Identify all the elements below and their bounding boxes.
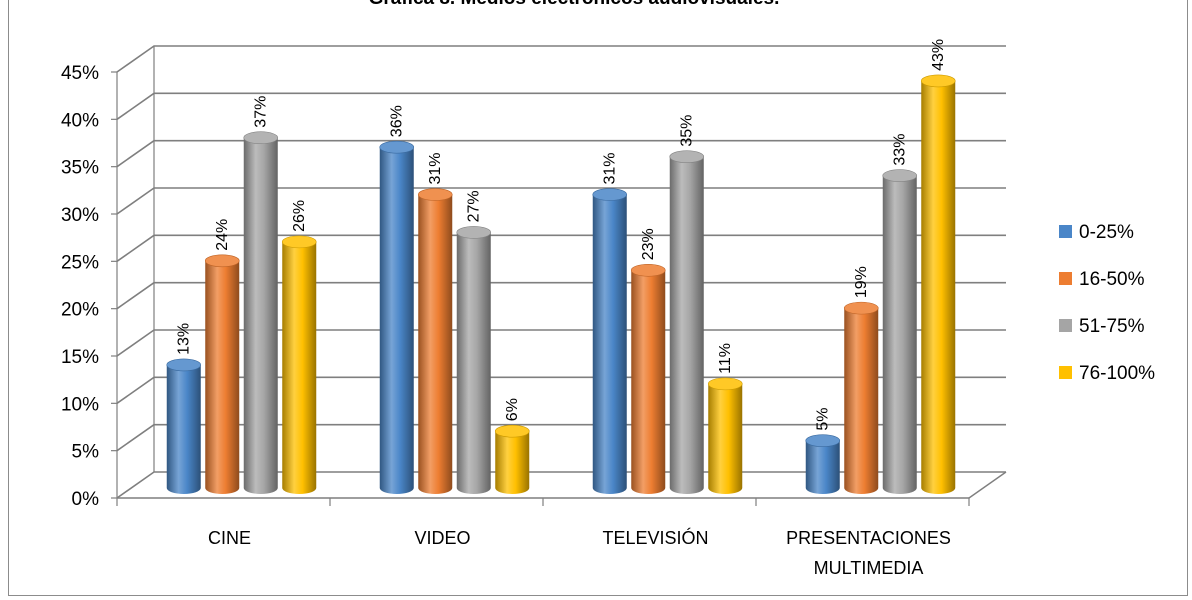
data-label: 6% [504,398,521,421]
bar-1-2 [630,263,666,494]
bar-chart: 0% 5% 10% 15% 20% 25% 30% 35% 40% 45% CINE VIDEO TEL… [61,39,1155,578]
bar-body [495,431,530,494]
bar-0-1 [379,140,415,494]
data-label: 36% [389,105,406,137]
chart-frame: Gráfica 8. Medios electrónicos audiovisu… [8,0,1188,596]
bar-top [494,424,530,438]
bar-2-0 [243,131,279,494]
bar-3-1 [494,424,530,494]
bar-body [418,194,453,495]
bar-body [805,440,840,494]
bar-body [844,308,879,494]
data-label: 43% [930,39,947,71]
bar-body [282,241,317,494]
bar-2-2 [669,150,705,494]
bar-2-3 [882,169,918,494]
y-tick-label: 30% [61,205,99,226]
bar-2-1 [456,226,492,494]
legend-swatch [1059,366,1072,379]
data-label: 23% [640,228,657,260]
bar-top [669,150,705,163]
y-tick-label: 40% [61,110,99,131]
y-tick-label: 20% [61,300,99,321]
bar-body [669,156,704,494]
bar-top [592,188,628,201]
data-label: 33% [892,134,909,166]
bar-top [843,301,879,315]
category-label: CINE [208,528,251,548]
bar-body [166,364,201,494]
bar-top [379,140,415,154]
data-label: 26% [291,200,308,232]
data-labels: 13% 24% 37% 26% 36% 31% 27% 6% 31% 23% 35% 11% 5% 19%… [176,39,948,431]
y-tick-label: 10% [61,394,99,415]
bar-top [630,263,666,277]
legend-label: 0-25% [1079,222,1134,243]
bar-body [243,137,278,494]
data-label: 5% [815,408,832,431]
bar-top [805,434,841,447]
bar-top [243,131,279,145]
y-tick-label: 25% [61,252,99,273]
bar-1-3 [843,301,879,494]
legend: 0-25% 16-50% 51-75% 76-100% [1059,222,1155,384]
data-label: 37% [253,96,270,128]
bar-body [205,260,240,494]
data-label: 13% [176,323,193,355]
gridline [116,45,1006,73]
bar-top [204,254,240,268]
legend-label: 76-100% [1079,363,1155,384]
floor-edge [968,471,1007,499]
data-label: 19% [853,266,870,298]
bar-body [921,80,956,494]
data-label: 31% [602,153,619,185]
data-label: 27% [466,190,483,222]
bar-0-0 [166,358,202,494]
bar-body [631,270,666,494]
chart-title: Gráfica 8. Medios electrónicos audiovisu… [9,0,1139,10]
bar-top [166,358,202,372]
legend-swatch [1059,272,1072,285]
y-tick-label: 45% [61,63,99,84]
bar-1-0 [204,254,240,494]
axes: 0% 5% 10% 15% 20% 25% 30% 35% 40% 45% CINE VIDEO TEL… [61,63,1007,578]
category-label: VIDEO [414,528,470,548]
data-label: 35% [679,115,696,147]
gridline [116,92,1006,120]
bar-body [379,147,414,494]
y-tick-label: 0% [72,489,100,510]
y-tick-label: 15% [61,347,99,368]
bar-3-0 [281,235,317,494]
bar-top [281,235,317,249]
bar-body [708,383,743,494]
bar-1-1 [417,188,453,495]
bar-body [882,175,917,494]
category-label: TELEVISIÓN [602,527,708,548]
bar-top [920,74,956,88]
bar-top [417,188,453,201]
legend-swatch [1059,319,1072,332]
bar-0-3 [805,434,841,494]
legend-swatch [1059,225,1072,238]
category-label: PRESENTACIONES [786,528,951,548]
y-tick-label: 35% [61,158,99,179]
data-label: 24% [214,219,231,251]
legend-label: 16-50% [1079,269,1145,290]
bar-0-2 [592,188,628,495]
bar-top [707,377,743,391]
bar-3-2 [707,377,743,494]
data-label: 11% [717,343,734,374]
bar-top [882,169,918,182]
data-label: 31% [427,153,444,185]
bar-top [456,226,492,239]
category-label: MULTIMEDIA [814,558,924,578]
legend-label: 51-75% [1079,316,1145,337]
y-tick-label: 5% [72,442,100,463]
bar-body [456,232,491,494]
bar-3-3 [920,74,956,494]
bar-body [592,194,627,495]
bars [166,74,956,495]
